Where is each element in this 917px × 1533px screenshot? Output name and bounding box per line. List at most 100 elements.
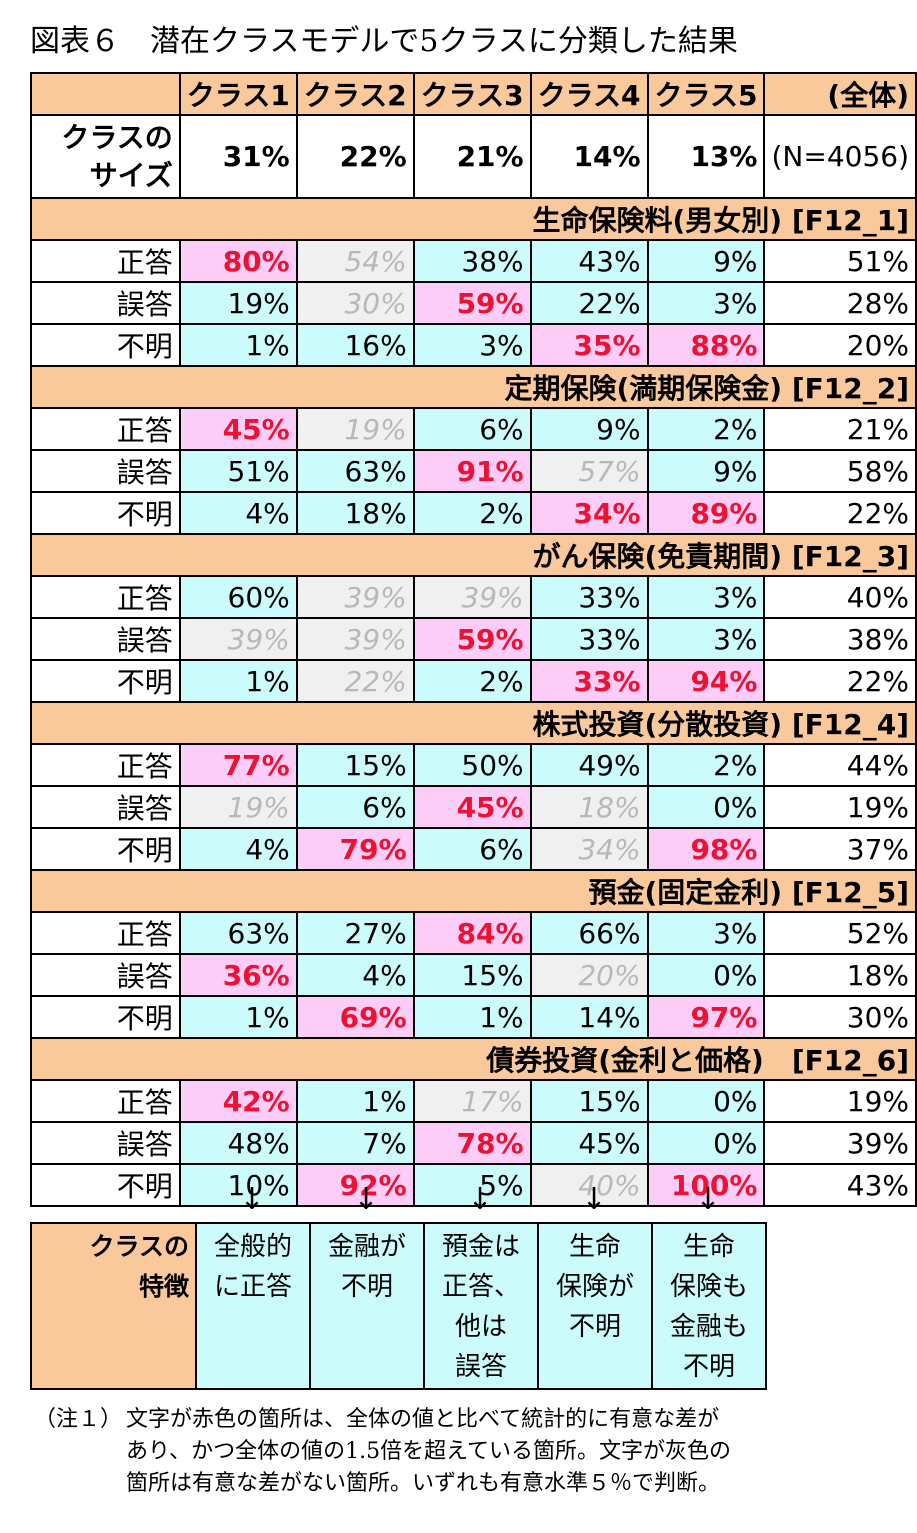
value-cell: 15% <box>529 1079 649 1123</box>
value-cell: 6% <box>412 827 532 871</box>
feature-line: 預金は <box>441 1232 520 1262</box>
value-cell: 78% <box>412 1121 532 1165</box>
value-cell: 22% <box>295 659 415 703</box>
value-cell: 9% <box>529 407 649 451</box>
value-cell: 3% <box>646 575 766 619</box>
value-cell: 15% <box>295 743 415 787</box>
value-cell: 69% <box>295 995 415 1039</box>
value-cell: 66% <box>529 911 649 955</box>
table-row: 不明 1% 69% 1% 14% 97% 30% <box>30 995 917 1039</box>
section-header-row: 債券投資(金利と価格) [F12_6] <box>30 1037 917 1081</box>
row-label: 誤答 <box>30 449 181 493</box>
down-arrow-icon: ↓ <box>467 1182 493 1217</box>
section-header-row: 定期保険(満期保険金) [F12_2] <box>30 365 917 409</box>
section-title: 生命保険料(男女別) [F12_1] <box>30 197 917 241</box>
value-cell: 91% <box>412 449 532 493</box>
feature-line: 生命 <box>568 1232 621 1262</box>
value-cell: 3% <box>646 281 766 325</box>
value-cell: 19% <box>178 785 298 829</box>
value-cell: 33% <box>529 659 649 703</box>
value-cell: 0% <box>646 785 766 829</box>
value-cell: 59% <box>412 281 532 325</box>
feature-cell: 金融が 不明 <box>309 1222 425 1390</box>
class-header: クラス1 <box>178 72 298 116</box>
value-cell: 7% <box>295 1121 415 1165</box>
page-title: 図表６ 潜在クラスモデルで5クラスに分類した結果 <box>30 24 738 59</box>
feature-line: 金融も <box>669 1312 748 1342</box>
feature-cell: 預金は 正答、 他は 誤答 <box>423 1222 539 1390</box>
value-cell: 38% <box>412 239 532 283</box>
row-label: 不明 <box>30 323 181 367</box>
table-row: 不明 1% 22% 2% 33% 94% 22% <box>30 659 917 703</box>
size-row: クラスの サイズ 31% 22% 21% 14% 13% (N=4056) <box>30 114 917 199</box>
row-label: 不明 <box>30 491 181 535</box>
footnote-line: 文字が赤色の箇所は、全体の値と比べて統計的に有意な差が <box>126 1407 720 1432</box>
feature-line: 保険が <box>555 1272 634 1302</box>
value-cell: 100% <box>646 1163 766 1207</box>
value-cell: 18% <box>295 491 415 535</box>
corner-cell <box>30 72 181 116</box>
row-label: 誤答 <box>30 953 181 997</box>
value-cell: 2% <box>412 659 532 703</box>
value-cell: 1% <box>178 323 298 367</box>
row-label: 不明 <box>30 659 181 703</box>
value-cell: 59% <box>412 617 532 661</box>
footnote-head: （注１） <box>34 1407 123 1432</box>
value-cell: 63% <box>178 911 298 955</box>
value-cell: 1% <box>178 995 298 1039</box>
value-cell: 57% <box>529 449 649 493</box>
results-table: クラス1 クラス2 クラス3 クラス4 クラス5 (全体) クラスの サイズ 3… <box>30 72 917 1207</box>
size-value: 21% <box>412 114 532 199</box>
value-cell: 97% <box>646 995 766 1039</box>
section-title: 株式投資(分散投資) [F12_4] <box>30 701 917 745</box>
down-arrow-icon: ↓ <box>239 1182 265 1217</box>
footnote-body: 文字が赤色の箇所は、全体の値と比べて統計的に有意な差が あり、かつ全体の値の1.… <box>126 1404 896 1500</box>
size-value: 13% <box>646 114 766 199</box>
row-label: 正答 <box>30 575 181 619</box>
table-row: 誤答 19% 30% 59% 22% 3% 28% <box>30 281 917 325</box>
feature-cell: 生命 保険も 金融も 不明 <box>651 1222 767 1390</box>
header-row: クラス1 クラス2 クラス3 クラス4 クラス5 (全体) <box>30 72 917 116</box>
table-row: 正答 63% 27% 84% 66% 3% 52% <box>30 911 917 955</box>
section-header-row: がん保険(免責期間) [F12_3] <box>30 533 917 577</box>
value-cell: 49% <box>529 743 649 787</box>
value-cell: 27% <box>295 911 415 955</box>
value-cell: 22% <box>529 281 649 325</box>
feature-line: 不明 <box>682 1352 735 1382</box>
size-label-line2: サイズ <box>89 158 173 192</box>
table-row: 正答 45% 19% 6% 9% 2% 21% <box>30 407 917 451</box>
arrow-row: ↓ ↓ ↓ ↓ ↓ <box>195 1180 765 1220</box>
table-row: 不明 4% 18% 2% 34% 89% 22% <box>30 491 917 535</box>
row-label: 正答 <box>30 407 181 451</box>
value-cell: 98% <box>646 827 766 871</box>
total-cell: 43% <box>763 1163 917 1207</box>
value-cell: 39% <box>295 575 415 619</box>
table-row: 不明 10% 92% 5% 40% 100% 43% <box>30 1163 917 1207</box>
value-cell: 34% <box>529 491 649 535</box>
feature-line: 不明 <box>340 1272 393 1302</box>
value-cell: 10% <box>178 1163 298 1207</box>
value-cell: 45% <box>412 785 532 829</box>
row-label: 不明 <box>30 1163 181 1207</box>
value-cell: 42% <box>178 1079 298 1123</box>
size-label: クラスの サイズ <box>30 114 181 199</box>
row-label: 誤答 <box>30 785 181 829</box>
row-label: 正答 <box>30 239 181 283</box>
value-cell: 9% <box>646 449 766 493</box>
total-cell: 28% <box>763 281 917 325</box>
value-cell: 60% <box>178 575 298 619</box>
table-row: 正答 80% 54% 38% 43% 9% 51% <box>30 239 917 283</box>
section-title: 預金(固定金利) [F12_5] <box>30 869 917 913</box>
total-cell: 38% <box>763 617 917 661</box>
value-cell: 2% <box>646 743 766 787</box>
down-arrow-icon: ↓ <box>695 1182 721 1217</box>
value-cell: 84% <box>412 911 532 955</box>
size-value: 14% <box>529 114 649 199</box>
total-cell: 58% <box>763 449 917 493</box>
row-label: 不明 <box>30 995 181 1039</box>
feature-line: 正答、 <box>441 1272 520 1302</box>
value-cell: 45% <box>178 407 298 451</box>
value-cell: 4% <box>295 953 415 997</box>
value-cell: 1% <box>178 659 298 703</box>
footnote-line: あり、かつ全体の値の1.5倍を超えている箇所。文字が灰色の <box>126 1439 732 1464</box>
